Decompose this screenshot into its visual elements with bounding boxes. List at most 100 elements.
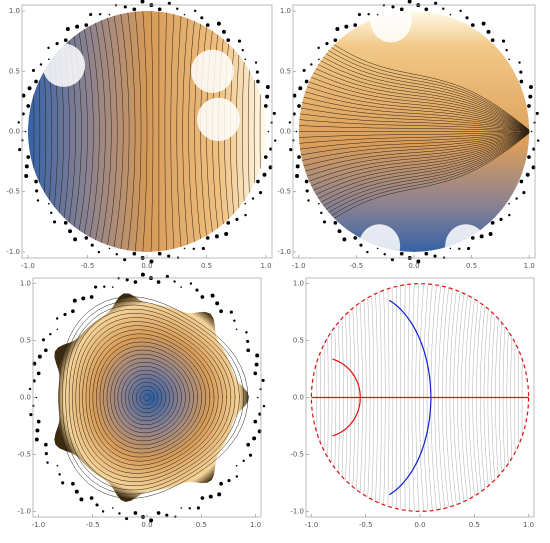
boundary-dot [201, 295, 205, 299]
boundary-dot [305, 180, 309, 184]
boundary-dot [158, 7, 162, 11]
boundary-dot [266, 85, 270, 89]
boundary-dot [157, 511, 161, 515]
boundary-dot [536, 112, 539, 115]
plot [311, 284, 528, 512]
boundary-dot [459, 10, 461, 12]
boundary-dot [353, 23, 357, 27]
boundary-dot [102, 510, 104, 512]
boundary-dot [38, 355, 42, 359]
boundary-dot [508, 58, 510, 60]
boundary-dot [18, 148, 21, 151]
boundary-dot [265, 95, 269, 99]
boundary-dot [56, 317, 58, 319]
boundary-dot [515, 197, 517, 199]
boundary-dot [244, 203, 246, 205]
x-tick-label: 0.5 [466, 262, 477, 270]
boundary-dot [305, 80, 309, 84]
boundary-dot [180, 507, 182, 509]
boundary-dot [116, 253, 118, 255]
boundary-dot [391, 5, 394, 8]
boundary-dot [306, 189, 309, 192]
plot [28, 11, 266, 252]
boundary-dot [47, 47, 49, 49]
boundary-dot [236, 475, 238, 477]
boundary-dot [527, 104, 531, 108]
boundary-dot [188, 507, 190, 509]
y-tick-label: 0.0 [280, 128, 291, 136]
boundary-dot [25, 164, 29, 168]
boundary-dot [480, 234, 484, 238]
star-region [54, 293, 249, 502]
boundary-dot [64, 38, 68, 42]
boundary-dot [98, 251, 100, 253]
x-tick-label: 1.0 [524, 262, 535, 270]
boundary-dot [84, 23, 88, 27]
boundary-dot [79, 497, 83, 501]
boundary-dot [391, 258, 394, 261]
boundary-dot [195, 289, 198, 292]
boundary-dot [37, 420, 41, 424]
x-tick-label: -0.5 [350, 262, 364, 270]
boundary-dot [482, 22, 486, 26]
boundary-dot [68, 229, 72, 233]
x-tick-label: -0.5 [359, 521, 373, 529]
y-tick-label: -0.5 [6, 188, 20, 196]
boundary-dot [32, 69, 35, 72]
x-tick-label: 0.0 [141, 262, 152, 270]
y-tick-label: -0.5 [17, 450, 31, 458]
y-tick-label: -1.0 [17, 507, 31, 515]
x-tick-label: 1.0 [260, 262, 271, 270]
boundary-dot [112, 286, 114, 288]
boundary-dot [230, 311, 233, 314]
x-tick-label: 0.5 [469, 521, 480, 529]
boundary-dot [353, 236, 357, 240]
boundary-dot [408, 0, 412, 3]
boundary-dot [262, 379, 265, 382]
boundary-dot [252, 436, 256, 440]
boundary-dot [467, 247, 470, 250]
boundary-dot [58, 473, 60, 475]
x-tick-label: 0.0 [408, 262, 419, 270]
boundary-dot [48, 203, 50, 205]
boundary-dot [238, 40, 241, 43]
boundary-dot [217, 492, 221, 496]
boundary-dot [246, 443, 250, 447]
boundary-dot [289, 121, 291, 123]
boundary-dot [94, 285, 97, 288]
boundary-dot [489, 232, 493, 236]
boundary-dot [226, 221, 230, 225]
y-tick-label: 0.5 [9, 67, 20, 75]
boundary-dot [63, 313, 66, 316]
boundary-dot [50, 212, 52, 214]
x-tick-label: 0.0 [414, 521, 425, 529]
boundary-dot [46, 461, 48, 463]
boundary-dot [166, 275, 169, 278]
boundary-dot [84, 236, 88, 240]
boundary-dot [206, 236, 210, 240]
boundary-dot [487, 30, 491, 34]
boundary-dot [118, 512, 120, 514]
boundary-dot [73, 299, 77, 303]
boundary-dot [508, 214, 510, 216]
boundary-dot [190, 282, 192, 284]
boundary-dot [112, 507, 114, 509]
boundary-dot [471, 236, 475, 240]
boundary-dot [44, 348, 48, 352]
boundary-dot [217, 22, 221, 26]
boundary-dot [367, 13, 369, 15]
boundary-dot [44, 443, 48, 447]
boundary-dot [132, 252, 136, 256]
boundary-dot [307, 199, 309, 201]
boundary-dot [450, 14, 452, 16]
y-tick-label: -1.0 [290, 507, 304, 515]
boundary-dot [18, 121, 20, 123]
boundary-dot [56, 42, 59, 45]
boundary-dot [522, 191, 525, 194]
boundary-dot [255, 61, 257, 63]
boundary-dot [252, 197, 254, 199]
boundary-dot [35, 428, 39, 432]
boundary-dot [91, 244, 94, 247]
